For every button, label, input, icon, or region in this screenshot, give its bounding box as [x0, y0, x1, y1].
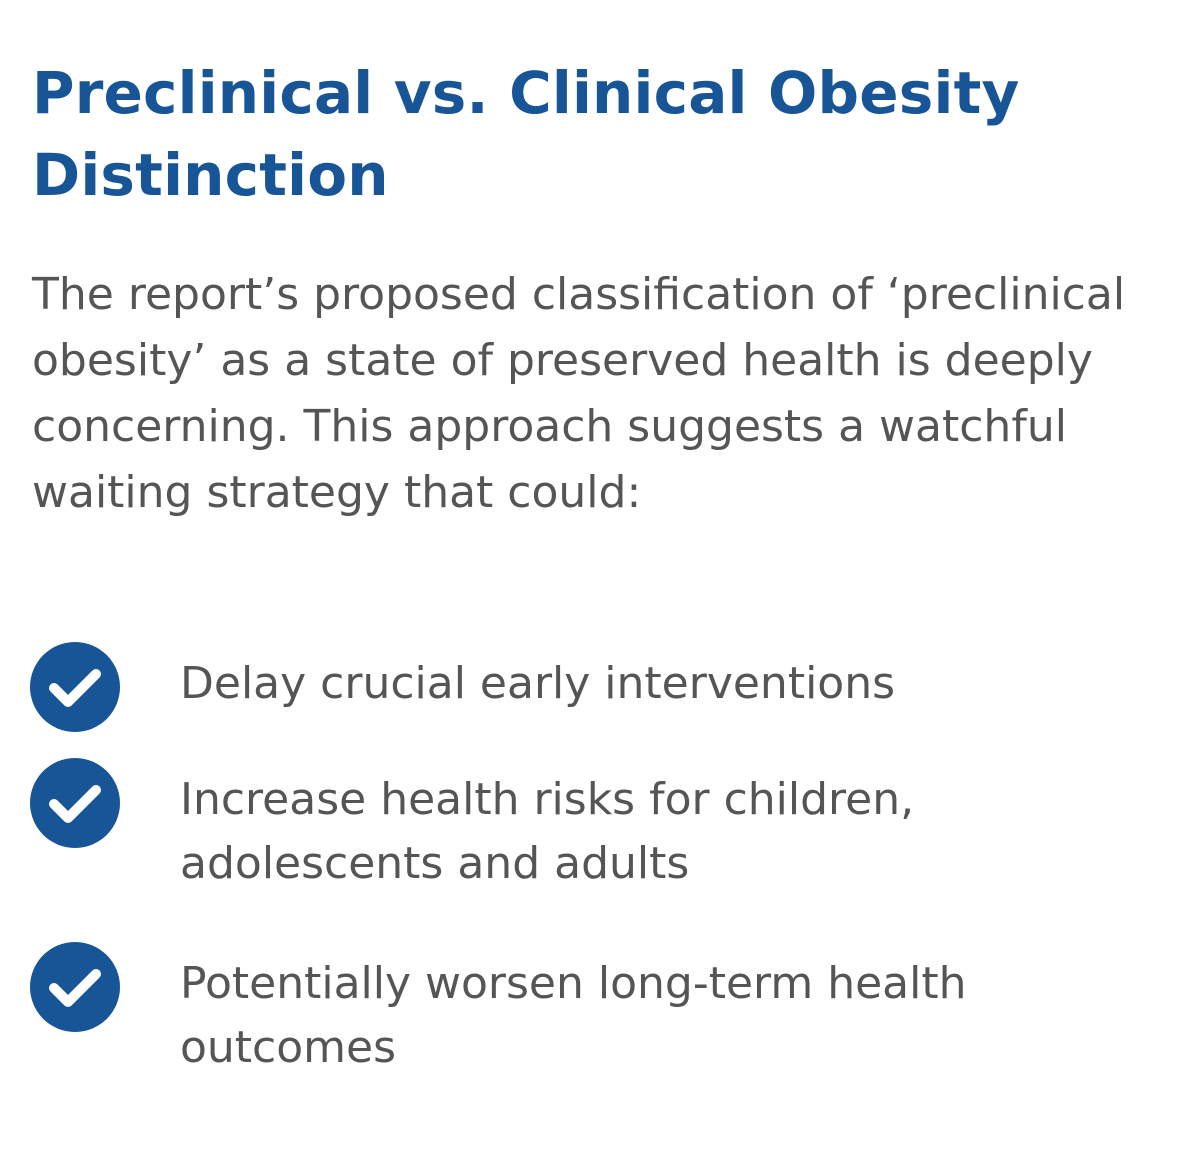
list-item-text: Potentially worsen long-term health outc… — [180, 958, 967, 1073]
section-title: Preclinical vs. Clinical Obesity Distinc… — [32, 59, 1020, 209]
check-circle-icon — [30, 942, 120, 1032]
list-item-text: Delay crucial early interventions — [180, 658, 896, 709]
intro-paragraph: The report’s proposed classification of … — [32, 269, 1126, 518]
check-circle-icon — [30, 758, 120, 848]
list-item-text: Increase health risks for children, adol… — [180, 774, 915, 889]
check-circle-icon — [30, 642, 120, 732]
